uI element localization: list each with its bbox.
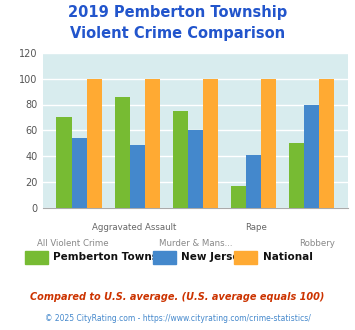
Text: Violent Crime Comparison: Violent Crime Comparison <box>70 26 285 41</box>
Text: Robbery: Robbery <box>299 239 335 248</box>
Bar <box>188 130 203 208</box>
Bar <box>115 97 130 208</box>
Bar <box>56 117 72 208</box>
Bar <box>246 155 261 208</box>
Bar <box>319 79 334 208</box>
Text: Aggravated Assault: Aggravated Assault <box>92 223 176 232</box>
Bar <box>289 143 304 208</box>
Text: Murder & Mans...: Murder & Mans... <box>158 239 232 248</box>
Text: National: National <box>263 252 312 262</box>
Text: All Violent Crime: All Violent Crime <box>37 239 109 248</box>
Text: © 2025 CityRating.com - https://www.cityrating.com/crime-statistics/: © 2025 CityRating.com - https://www.city… <box>45 314 310 323</box>
Bar <box>261 79 276 208</box>
Bar <box>87 79 102 208</box>
Text: 2019 Pemberton Township: 2019 Pemberton Township <box>68 5 287 20</box>
Bar <box>72 138 87 208</box>
Bar <box>304 105 319 208</box>
Bar <box>231 186 246 208</box>
Bar <box>173 111 188 208</box>
Bar <box>130 145 145 208</box>
Text: Pemberton Township: Pemberton Township <box>53 252 177 262</box>
Text: New Jersey: New Jersey <box>181 252 246 262</box>
Text: Rape: Rape <box>245 223 267 232</box>
Bar <box>203 79 218 208</box>
Text: Compared to U.S. average. (U.S. average equals 100): Compared to U.S. average. (U.S. average … <box>30 292 325 302</box>
Bar <box>145 79 160 208</box>
